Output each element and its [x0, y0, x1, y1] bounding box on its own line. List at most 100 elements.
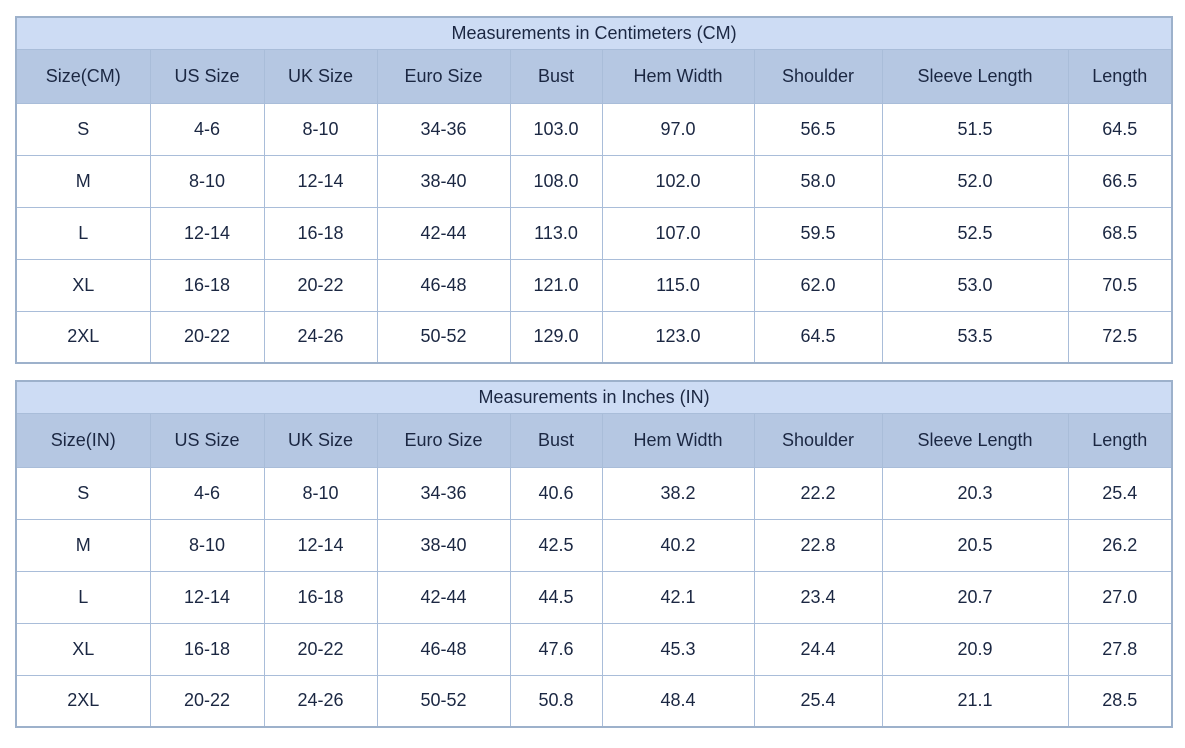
header-cell: Length: [1067, 48, 1173, 104]
table-cell: 53.5: [881, 310, 1069, 364]
header-cell: Size(CM): [15, 48, 151, 104]
header-cell: Sleeve Length: [881, 412, 1069, 468]
table-cell: 72.5: [1067, 310, 1173, 364]
table-cell: 8-10: [263, 466, 378, 520]
table-cell: 34-36: [376, 102, 511, 156]
table-cell: 26.2: [1067, 518, 1173, 572]
header-cell: Bust: [509, 412, 603, 468]
table-cell: 16-18: [149, 258, 265, 312]
table-cell: 4-6: [149, 102, 265, 156]
table-cell: 16-18: [263, 570, 378, 624]
header-cell: UK Size: [263, 48, 378, 104]
table-cell: 68.5: [1067, 206, 1173, 260]
header-cell: Shoulder: [753, 412, 883, 468]
table-cell: 48.4: [601, 674, 755, 728]
table-cell: L: [15, 206, 151, 260]
table-cell: 28.5: [1067, 674, 1173, 728]
table-cell: 115.0: [601, 258, 755, 312]
header-cell: UK Size: [263, 412, 378, 468]
table-body-cm: S 4-6 8-10 34-36 103.0 97.0 56.5 51.5 64.5 M 8-10 1…: [15, 102, 1173, 364]
table-cell: 42-44: [376, 206, 511, 260]
table-cell: 4-6: [149, 466, 265, 520]
table-cell: 102.0: [601, 154, 755, 208]
table-cell: L: [15, 570, 151, 624]
table-cell: 108.0: [509, 154, 603, 208]
table-row: XL 16-18 20-22 46-48 121.0 115.0 62.0 53.0 70.5: [15, 258, 1173, 312]
table-cell: XL: [15, 258, 151, 312]
measurements-table-in: Measurements in Inches (IN) Size(IN) US S…: [15, 380, 1174, 728]
table-cell: 107.0: [601, 206, 755, 260]
table-header-row: Size(IN) US Size UK Size Euro Size Bust Hem W…: [15, 412, 1173, 468]
table-cell: 70.5: [1067, 258, 1173, 312]
table-cell: 25.4: [1067, 466, 1173, 520]
table-cell: 38-40: [376, 154, 511, 208]
table-cell: 24.4: [753, 622, 883, 676]
table-cell: 51.5: [881, 102, 1069, 156]
table-cell: 20-22: [149, 674, 265, 728]
table-cell: 129.0: [509, 310, 603, 364]
table-cell: 50.8: [509, 674, 603, 728]
table-cell: 40.2: [601, 518, 755, 572]
table-cell: 24-26: [263, 310, 378, 364]
table-cell: 34-36: [376, 466, 511, 520]
table-cell: 8-10: [149, 154, 265, 208]
table-cell: 20.3: [881, 466, 1069, 520]
table-cell: 56.5: [753, 102, 883, 156]
header-cell: Size(IN): [15, 412, 151, 468]
table-title-in: Measurements in Inches (IN): [15, 380, 1173, 414]
table-cell: 2XL: [15, 310, 151, 364]
table-cell: 44.5: [509, 570, 603, 624]
header-cell: Hem Width: [601, 412, 755, 468]
table-cell: 8-10: [149, 518, 265, 572]
table-row: L 12-14 16-18 42-44 113.0 107.0 59.5 52.5 68.5: [15, 206, 1173, 260]
header-cell: Bust: [509, 48, 603, 104]
table-cell: 21.1: [881, 674, 1069, 728]
table-cell: M: [15, 518, 151, 572]
table-cell: 20-22: [263, 622, 378, 676]
table-cell: 52.0: [881, 154, 1069, 208]
table-cell: 20-22: [149, 310, 265, 364]
table-cell: 62.0: [753, 258, 883, 312]
table-cell: 16-18: [263, 206, 378, 260]
header-cell: Hem Width: [601, 48, 755, 104]
table-cell: 38-40: [376, 518, 511, 572]
table-cell: 121.0: [509, 258, 603, 312]
table-cell: 24-26: [263, 674, 378, 728]
table-cell: 113.0: [509, 206, 603, 260]
measurements-table-cm: Measurements in Centimeters (CM) Size(CM…: [15, 16, 1174, 364]
table-cell: 12-14: [149, 206, 265, 260]
table-cell: 66.5: [1067, 154, 1173, 208]
header-cell: Euro Size: [376, 48, 511, 104]
header-cell: US Size: [149, 48, 265, 104]
table-cell: 2XL: [15, 674, 151, 728]
table-row: S 4-6 8-10 34-36 103.0 97.0 56.5 51.5 64.5: [15, 102, 1173, 156]
table-body-in: S 4-6 8-10 34-36 40.6 38.2 22.2 20.3 25.4 M 8-10 12…: [15, 466, 1173, 728]
table-cell: 64.5: [1067, 102, 1173, 156]
table-cell: 12-14: [263, 154, 378, 208]
table-row: L 12-14 16-18 42-44 44.5 42.1 23.4 20.7 27.0: [15, 570, 1173, 624]
table-cell: 97.0: [601, 102, 755, 156]
table-row: 2XL 20-22 24-26 50-52 50.8 48.4 25.4 21.1 28.5: [15, 674, 1173, 728]
table-cell: 42.1: [601, 570, 755, 624]
table-title-row: Measurements in Inches (IN): [15, 380, 1173, 414]
table-cell: 20.5: [881, 518, 1069, 572]
table-cell: M: [15, 154, 151, 208]
table-row: S 4-6 8-10 34-36 40.6 38.2 22.2 20.3 25.4: [15, 466, 1173, 520]
table-cell: 12-14: [149, 570, 265, 624]
table-cell: 103.0: [509, 102, 603, 156]
table-cell: 27.0: [1067, 570, 1173, 624]
header-cell: Shoulder: [753, 48, 883, 104]
table-cell: 46-48: [376, 622, 511, 676]
table-title-row: Measurements in Centimeters (CM): [15, 16, 1173, 50]
table-cell: 20-22: [263, 258, 378, 312]
table-row: XL 16-18 20-22 46-48 47.6 45.3 24.4 20.9 27.8: [15, 622, 1173, 676]
table-header-row: Size(CM) US Size UK Size Euro Size Bust Hem W…: [15, 48, 1173, 104]
header-cell: Sleeve Length: [881, 48, 1069, 104]
table-cell: S: [15, 466, 151, 520]
table-cell: 59.5: [753, 206, 883, 260]
table-cell: 42-44: [376, 570, 511, 624]
table-cell: 23.4: [753, 570, 883, 624]
header-cell: Length: [1067, 412, 1173, 468]
table-title-cm: Measurements in Centimeters (CM): [15, 16, 1173, 50]
